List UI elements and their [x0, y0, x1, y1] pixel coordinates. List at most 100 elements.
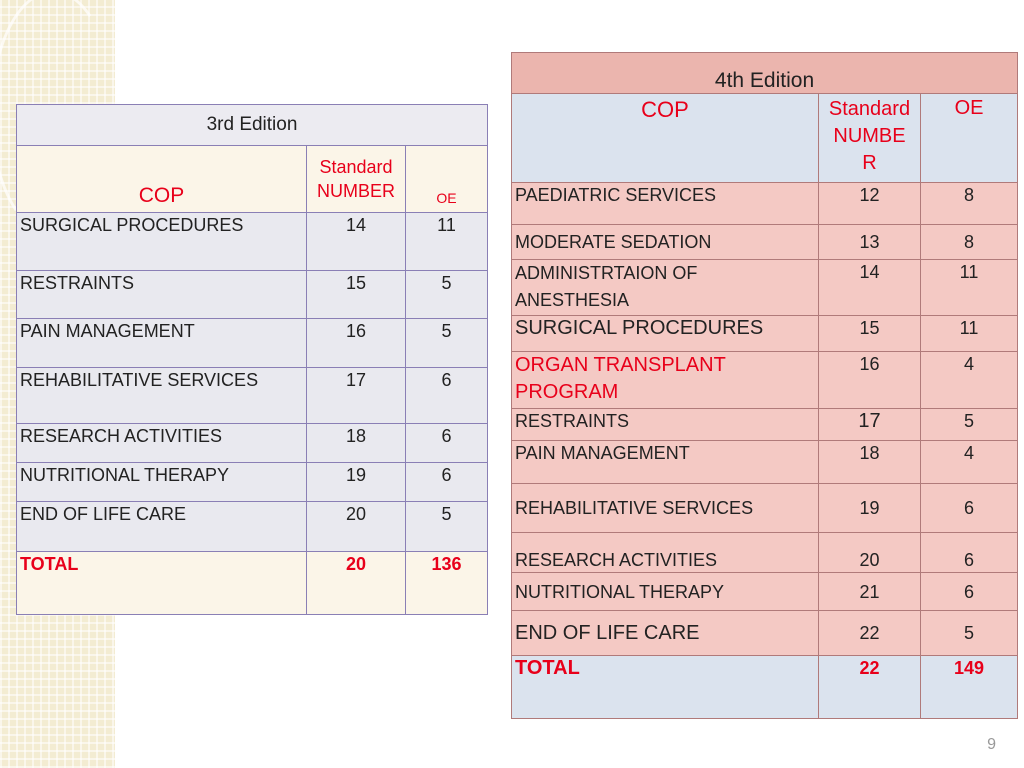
standard-number: 22 [818, 610, 921, 656]
total-oe-count: 136 [404, 551, 489, 615]
standard-number: 16 [306, 318, 406, 368]
column-header-standard: Standard NUMBER [306, 145, 406, 213]
cop-name: REHABILITATIVE SERVICES [511, 483, 819, 533]
cop-name: END OF LIFE CARE [511, 610, 819, 656]
column-header-standard-line1: Standard [319, 157, 393, 177]
page-number: 9 [987, 736, 996, 753]
table-row: END OF LIFE CARE 20 5 [16, 501, 489, 552]
standard-number: 21 [818, 572, 921, 611]
cop-name: RESTRAINTS [16, 270, 307, 319]
third-edition-table: 3rd Edition COP Standard NUMBER OE SURGI… [15, 104, 489, 615]
oe-count: 4 [919, 351, 1019, 409]
oe-count: 6 [919, 532, 1019, 573]
column-header-standard-line2: NUMBER [316, 181, 395, 201]
standard-number: 17 [818, 408, 921, 441]
total-label: TOTAL [511, 655, 819, 719]
cop-name: PAIN MANAGEMENT [16, 318, 307, 368]
cop-name: MODERATE SEDATION [511, 224, 819, 260]
oe-count: 11 [919, 259, 1019, 316]
table-row: END OF LIFE CARE 22 5 [511, 610, 1019, 656]
oe-count: 11 [919, 315, 1019, 352]
cop-name: ADMINISTRTAION OF ANESTHESIA [511, 259, 819, 316]
cop-name: ORGAN TRANSPLANT PROGRAM [511, 351, 819, 409]
table-title: 3rd Edition [15, 104, 489, 146]
cop-name: NUTRITIONAL THERAPY [511, 572, 819, 611]
total-row: TOTAL 22 149 [511, 655, 1019, 719]
standard-number: 14 [306, 212, 406, 271]
column-header-row: COP Standard NUMBER OE [16, 145, 489, 213]
total-standard-number: 22 [818, 655, 921, 719]
cop-name: SURGICAL PROCEDURES [511, 315, 819, 352]
fourth-edition-table: 4th Edition COP Standard NUMBE R OE PAED… [510, 52, 1019, 719]
oe-count: 6 [919, 483, 1019, 533]
cop-name: RESTRAINTS [511, 408, 819, 441]
oe-count: 11 [404, 212, 489, 271]
standard-number: 20 [818, 532, 921, 573]
cop-name: RESEARCH ACTIVITIES [16, 423, 307, 463]
column-header-cop: COP [16, 145, 307, 213]
table-row: NUTRITIONAL THERAPY 21 6 [511, 572, 1019, 611]
table-title-row: 4th Edition [510, 52, 1019, 94]
column-header-standard-line1: Standard [828, 98, 911, 120]
column-header-oe: OE [919, 93, 1019, 183]
standard-number: 18 [818, 440, 921, 484]
oe-count: 4 [919, 440, 1019, 484]
oe-count: 6 [404, 367, 489, 424]
table-row: ORGAN TRANSPLANT PROGRAM 16 4 [511, 351, 1019, 409]
column-header-oe: OE [404, 145, 489, 213]
cop-name: END OF LIFE CARE [16, 501, 307, 552]
cop-name: RESEARCH ACTIVITIES [511, 532, 819, 573]
table-title-row: 3rd Edition [15, 104, 489, 146]
standard-number: 18 [306, 423, 406, 463]
table-row: RESEARCH ACTIVITIES 20 6 [511, 532, 1019, 573]
table-row: RESEARCH ACTIVITIES 18 6 [16, 423, 489, 463]
table-row: SURGICAL PROCEDURES 14 11 [16, 212, 489, 271]
standard-number: 15 [306, 270, 406, 319]
column-header-standard-line2: NUMBE [833, 125, 906, 147]
oe-count: 5 [404, 501, 489, 552]
standard-number: 14 [818, 259, 921, 316]
standard-number: 15 [818, 315, 921, 352]
oe-count: 6 [404, 462, 489, 502]
column-header-cop: COP [511, 93, 819, 183]
table-row: ADMINISTRTAION OF ANESTHESIA 14 11 [511, 259, 1019, 316]
standard-number: 20 [306, 501, 406, 552]
standard-number: 12 [818, 182, 921, 225]
table-row: PAIN MANAGEMENT 18 4 [511, 440, 1019, 484]
standard-number: 19 [818, 483, 921, 533]
cop-name: PAEDIATRIC SERVICES [511, 182, 819, 225]
table-row: REHABILITATIVE SERVICES 19 6 [511, 483, 1019, 533]
total-label: TOTAL [16, 551, 307, 615]
table-row: NUTRITIONAL THERAPY 19 6 [16, 462, 489, 502]
oe-count: 5 [919, 408, 1019, 441]
standard-number: 13 [818, 224, 921, 260]
table-row: REHABILITATIVE SERVICES 17 6 [16, 367, 489, 424]
standard-number: 17 [306, 367, 406, 424]
oe-count: 8 [919, 224, 1019, 260]
cop-name: SURGICAL PROCEDURES [16, 212, 307, 271]
table-row: RESTRAINTS 15 5 [16, 270, 489, 319]
standard-number: 16 [818, 351, 921, 409]
column-header-row: COP Standard NUMBE R OE [511, 93, 1019, 183]
standard-number: 19 [306, 462, 406, 502]
table-row: PAEDIATRIC SERVICES 12 8 [511, 182, 1019, 225]
column-header-standard-line3: R [862, 152, 877, 174]
table-row: PAIN MANAGEMENT 16 5 [16, 318, 489, 368]
oe-count: 5 [404, 318, 489, 368]
total-standard-number: 20 [306, 551, 406, 615]
cop-name: REHABILITATIVE SERVICES [16, 367, 307, 424]
total-row: TOTAL 20 136 [16, 551, 489, 615]
table-row: RESTRAINTS 17 5 [511, 408, 1019, 441]
oe-count: 6 [919, 572, 1019, 611]
oe-count: 5 [919, 610, 1019, 656]
oe-count: 5 [404, 270, 489, 319]
cop-name: PAIN MANAGEMENT [511, 440, 819, 484]
total-oe-count: 149 [919, 655, 1019, 719]
table-row: SURGICAL PROCEDURES 15 11 [511, 315, 1019, 352]
table-title: 4th Edition [510, 52, 1019, 94]
oe-count: 8 [919, 182, 1019, 225]
column-header-standard: Standard NUMBE R [818, 93, 921, 183]
oe-count: 6 [404, 423, 489, 463]
cop-name: NUTRITIONAL THERAPY [16, 462, 307, 502]
table-row: MODERATE SEDATION 13 8 [511, 224, 1019, 260]
